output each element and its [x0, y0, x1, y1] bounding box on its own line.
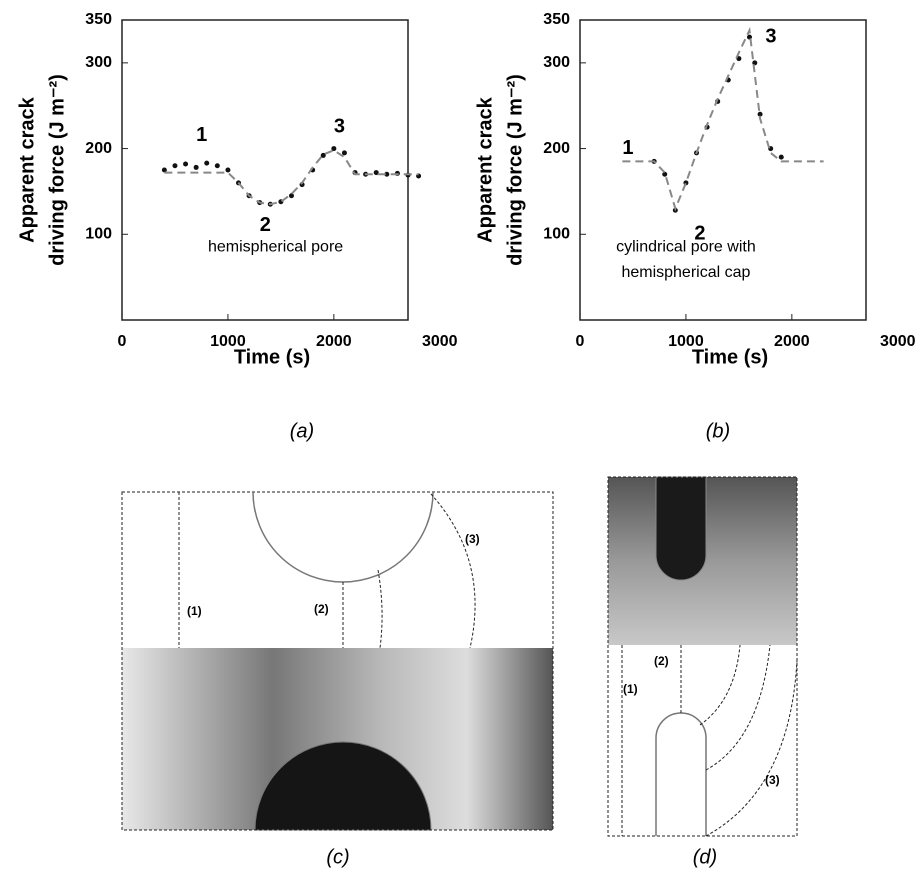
- contour-label: (2): [314, 602, 329, 616]
- data-point: [225, 167, 231, 173]
- y-axis-label: Apparent crack: [474, 96, 496, 242]
- y-tick-label: 200: [543, 140, 570, 157]
- data-point: [172, 163, 178, 169]
- data-point: [662, 171, 668, 177]
- contour-label: (2): [654, 654, 669, 668]
- contours: [621, 644, 798, 837]
- y-axis-label: Apparent crack: [16, 96, 38, 242]
- contour-label: (1): [187, 604, 202, 618]
- annotation: 3: [334, 115, 345, 137]
- x-tick-label: 0: [118, 333, 127, 350]
- data-point: [214, 163, 220, 169]
- panel-d: (1) (2) (3) (d): [607, 476, 798, 868]
- data-point: [320, 152, 326, 158]
- annotation: 1: [622, 137, 633, 159]
- frame: [607, 476, 798, 837]
- data-point: [331, 146, 337, 152]
- data-point: [752, 60, 758, 66]
- pore-outline: [655, 712, 707, 836]
- fit-line: [622, 26, 824, 212]
- y-axis-label: driving force (J m⁻²): [46, 74, 68, 266]
- y-tick-label: 350: [543, 11, 570, 28]
- y-tick-label: 200: [85, 140, 112, 157]
- annotation: hemispherical cap: [621, 264, 750, 281]
- annotation: 1: [196, 124, 207, 146]
- y-tick-label: 350: [85, 11, 112, 28]
- annotation: 2: [260, 214, 271, 236]
- x-tick-label: 3000: [880, 333, 916, 350]
- contour-label: (3): [765, 773, 780, 787]
- panel-label: (a): [290, 420, 314, 442]
- data-point: [193, 164, 199, 170]
- panel-label: (b): [706, 420, 730, 442]
- pore-outline: [252, 491, 434, 583]
- x-tick-label: 2000: [316, 333, 352, 350]
- y-tick-label: 100: [543, 226, 570, 243]
- contour-label: (3): [465, 532, 480, 546]
- data-point: [183, 161, 189, 167]
- annotation: cylindrical pore with: [616, 238, 756, 255]
- data-point: [341, 150, 347, 156]
- x-tick-label: 1000: [668, 333, 704, 350]
- annotation: hemispherical pore: [208, 238, 343, 255]
- fit-line: [164, 149, 419, 206]
- plot-frame: [579, 19, 867, 321]
- data-point: [778, 154, 784, 160]
- annotation: 3: [765, 25, 776, 47]
- pore-image: [254, 741, 432, 831]
- data-point: [288, 193, 294, 199]
- data-point: [373, 170, 379, 176]
- y-axis-label: driving force (J m⁻²): [504, 74, 526, 266]
- annotation: 2: [694, 223, 705, 245]
- x-tick-label: 3000: [422, 333, 458, 350]
- contour-label: (1): [623, 682, 638, 696]
- frame: [121, 491, 554, 831]
- data-point: [204, 160, 210, 166]
- pore-image: [655, 476, 707, 581]
- panel-c: (1) (2) (3) (c): [121, 491, 554, 868]
- y-tick-label: 100: [85, 226, 112, 243]
- x-tick-label: 0: [576, 333, 585, 350]
- x-tick-label: 2000: [774, 333, 810, 350]
- panel-label: (c): [326, 846, 349, 868]
- data-point: [384, 171, 390, 177]
- data-point: [161, 167, 167, 173]
- panel-label: (d): [693, 846, 717, 868]
- data-point: [757, 111, 763, 117]
- x-tick-label: 1000: [210, 333, 246, 350]
- x-axis-label: Time (s): [234, 346, 310, 368]
- contours: [178, 492, 476, 649]
- plot-frame: [121, 19, 409, 321]
- y-tick-label: 300: [85, 54, 112, 71]
- y-tick-label: 300: [543, 54, 570, 71]
- x-axis-label: Time (s): [692, 346, 768, 368]
